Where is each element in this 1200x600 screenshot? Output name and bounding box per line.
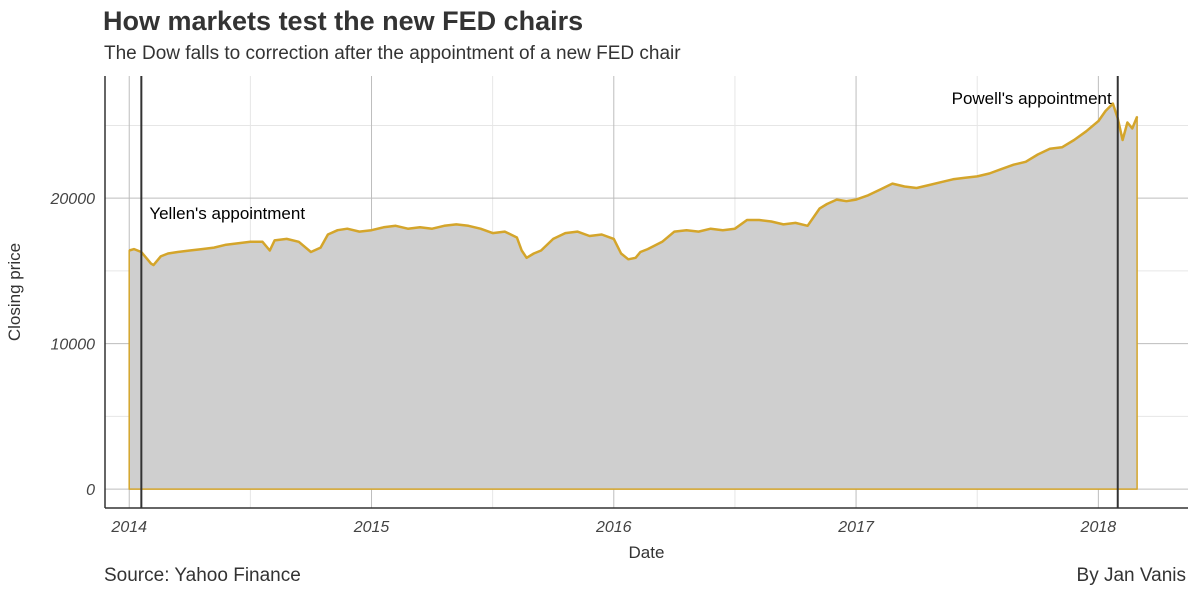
plot-area — [128, 102, 1139, 490]
y-axis-title: Closing price — [5, 243, 24, 341]
axes — [104, 76, 1188, 509]
author-caption: By Jan Vanis — [1076, 565, 1186, 586]
x-tick-label: 2017 — [837, 519, 875, 536]
x-tick-label: 2018 — [1080, 519, 1117, 536]
x-tick-label: 2015 — [353, 519, 390, 536]
series-area — [128, 102, 1138, 490]
series-line — [128, 102, 1139, 267]
chart-subtitle: The Dow falls to correction after the ap… — [104, 43, 681, 64]
x-axis-title: Date — [629, 543, 665, 562]
chart-title: How markets test the new FED chairs — [103, 6, 584, 36]
x-tick-label: 2014 — [110, 519, 147, 536]
axis-labels: 2014 2015 2016 2017 2018 0 10000 20000 Date Closi… — [5, 191, 1116, 562]
y-tick-label: 10000 — [51, 337, 96, 354]
y-tick-label: 20000 — [50, 191, 96, 208]
appointment-markers: Yellen's appointment Powell's appointment — [140, 76, 1119, 508]
source-caption: Source: Yahoo Finance — [104, 565, 301, 586]
y-tick-label: 0 — [86, 482, 95, 499]
appointment-annotation: Yellen's appointment — [149, 204, 305, 223]
x-tick-label: 2016 — [595, 519, 632, 536]
appointment-annotation: Powell's appointment — [952, 89, 1112, 108]
